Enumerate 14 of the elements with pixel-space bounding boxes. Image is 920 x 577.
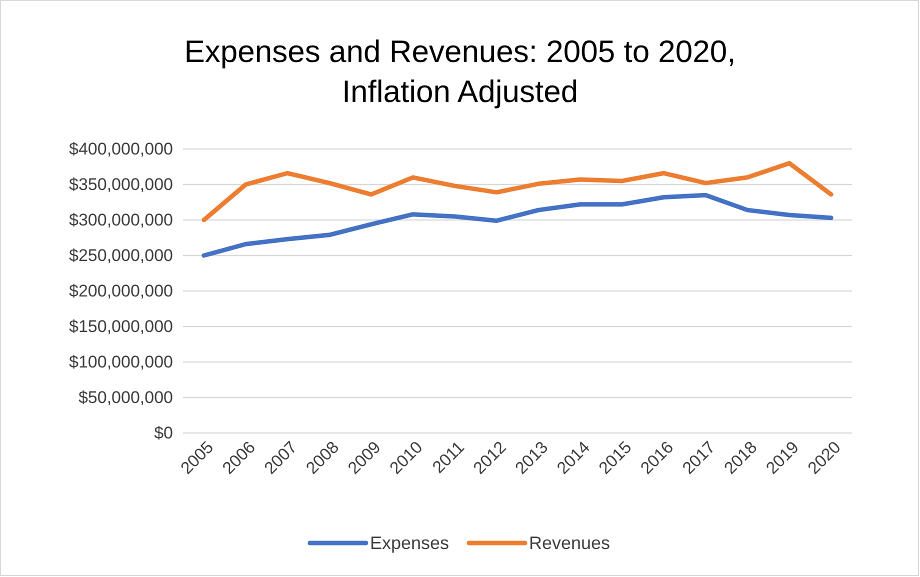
y-tick-label: $300,000,000 — [69, 210, 173, 230]
y-tick-label: $200,000,000 — [69, 281, 173, 300]
y-tick-label: $150,000,000 — [69, 316, 173, 336]
y-tick-label: $250,000,000 — [69, 246, 173, 265]
chart-title: Expenses and Revenues: 2005 to 2020, Inflation Adjusted — [184, 34, 736, 109]
y-tick-label: $0 — [154, 423, 173, 442]
legend-label: Expenses — [370, 533, 449, 553]
y-tick-label: $400,000,000 — [69, 139, 173, 158]
line-series — [202, 160, 834, 222]
line-series — [202, 192, 834, 258]
y-tick-label: $100,000,000 — [69, 352, 173, 372]
y-tick-label: $50,000,000 — [78, 388, 173, 407]
legend-label: Revenues — [529, 533, 610, 553]
y-tick-label: $350,000,000 — [69, 174, 173, 194]
